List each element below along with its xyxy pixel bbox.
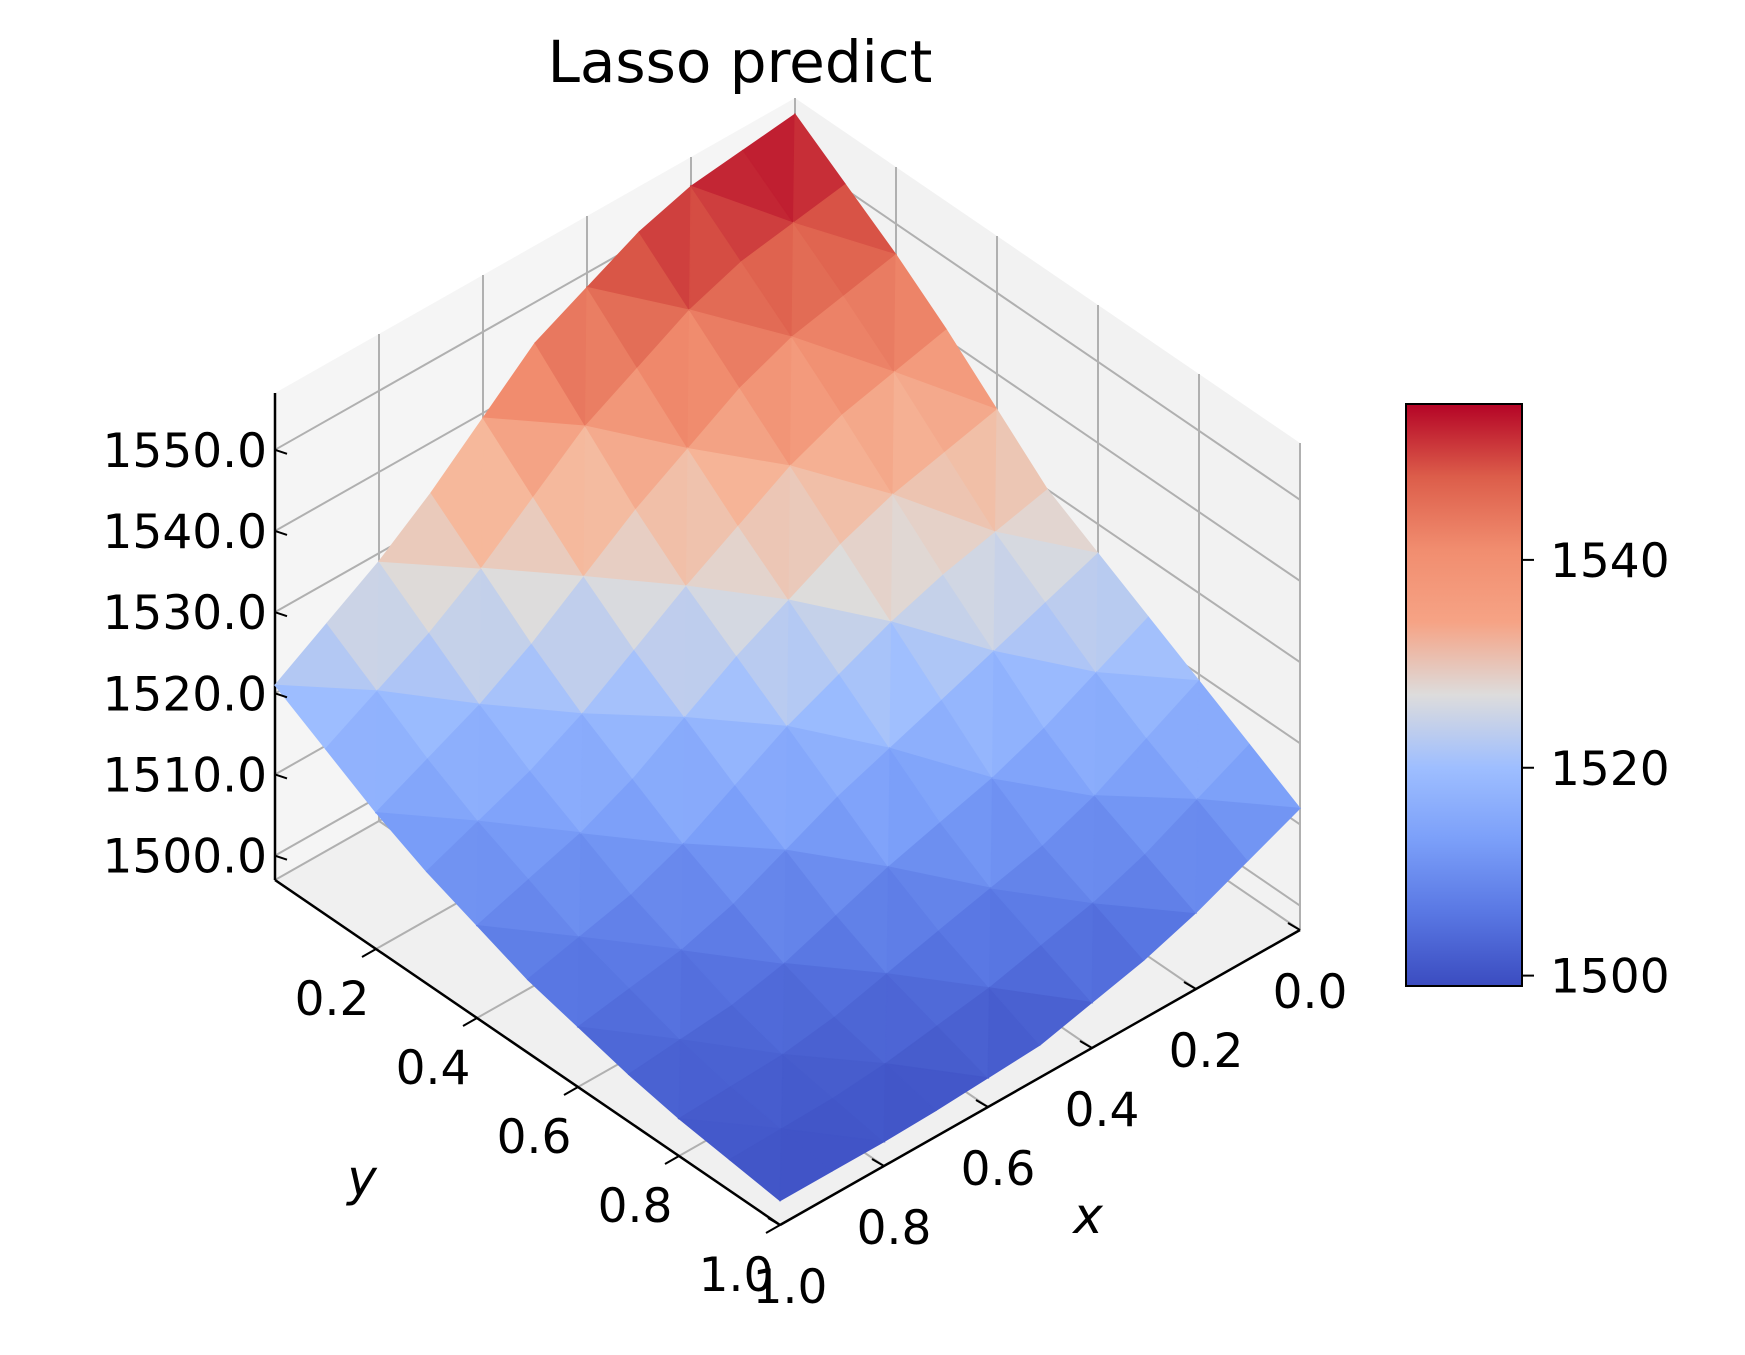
colorbar-gradient xyxy=(1405,403,1523,987)
x-tick-mark xyxy=(1079,1040,1093,1049)
y-tick-label: 0.2 xyxy=(295,972,370,1027)
y-axis-line xyxy=(274,878,781,1227)
x-tick-mark xyxy=(1183,981,1197,990)
z-tick-label: 1520.0 xyxy=(103,667,267,722)
z-tick-label: 1500.0 xyxy=(103,830,267,885)
z-tick-label: 1530.0 xyxy=(103,586,267,641)
y-tick-label: 0.8 xyxy=(598,1179,673,1234)
y-tick-label: 0.6 xyxy=(497,1110,572,1165)
y-tick-label: 1.0 xyxy=(699,1248,774,1303)
x-axis-label: x xyxy=(1071,1187,1103,1245)
x-tick-label: 0.0 xyxy=(1273,965,1348,1020)
surface-plot xyxy=(273,112,1302,1202)
z-tick-mark xyxy=(274,530,288,536)
z-tick-mark xyxy=(274,692,288,699)
z-tick-mark xyxy=(274,773,288,780)
colorbar: 1500 1520 1540 xyxy=(1405,403,1670,1005)
x-tick-mark xyxy=(767,1217,781,1226)
y-tick-mark xyxy=(462,1017,478,1027)
chart-title: Lasso predict xyxy=(548,28,933,96)
x-tick-label: 0.2 xyxy=(1169,1024,1244,1079)
z-tick-mark xyxy=(274,854,288,861)
colorbar-tick-label: 1520 xyxy=(1550,742,1670,797)
colorbar-tick-label: 1540 xyxy=(1550,534,1670,589)
x-tick-label: 0.4 xyxy=(1065,1083,1140,1138)
z-tick-label: 1540.0 xyxy=(103,505,267,560)
x-axis-line xyxy=(779,928,1301,1227)
x-tick-mark xyxy=(975,1099,989,1108)
surface-facet xyxy=(779,1128,886,1172)
y-tick-mark xyxy=(361,948,377,958)
y-tick-mark xyxy=(664,1155,680,1165)
x-tick-mark xyxy=(1287,922,1301,931)
x-tick-label: 0.8 xyxy=(857,1201,932,1256)
y-axis-label: y xyxy=(345,1149,378,1207)
y-tick-mark xyxy=(563,1086,579,1096)
grid-line-z xyxy=(794,153,1301,501)
x-tick-label: 1.0 xyxy=(753,1260,828,1315)
surface-facet xyxy=(1196,798,1302,862)
colorbar-tick-label: 1500 xyxy=(1550,950,1670,1005)
axis-ticks: 1500.0 1510.0 1520.0 1530.0 1540.0 1550.0 0.0 0… xyxy=(103,424,1348,1315)
x-tick-label: 0.6 xyxy=(961,1142,1036,1197)
surface-facet xyxy=(883,1062,990,1112)
y-tick-label: 0.4 xyxy=(396,1041,471,1096)
z-tick-mark xyxy=(274,448,288,455)
axes-lines xyxy=(273,393,1301,1227)
y-tick-mark xyxy=(765,1224,781,1234)
surface-facet xyxy=(988,987,1094,1046)
z-tick-label: 1550.0 xyxy=(103,424,267,479)
z-tick-mark xyxy=(274,611,288,618)
z-tick-label: 1510.0 xyxy=(103,748,267,803)
x-tick-mark xyxy=(871,1158,885,1167)
